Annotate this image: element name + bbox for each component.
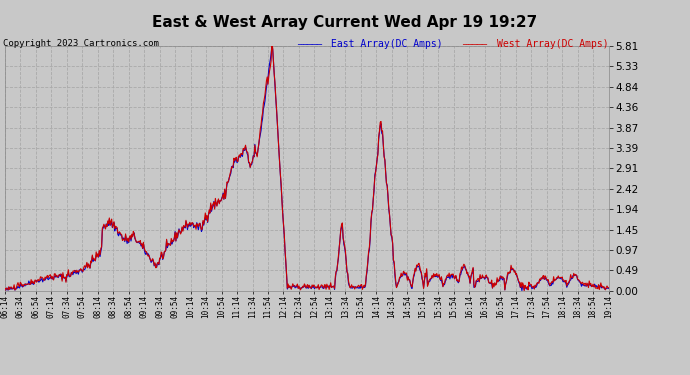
Text: East Array(DC Amps): East Array(DC Amps) <box>331 39 443 50</box>
Text: ─────: ───── <box>462 39 487 48</box>
Text: Copyright 2023 Cartronics.com: Copyright 2023 Cartronics.com <box>3 39 159 48</box>
Text: West Array(DC Amps): West Array(DC Amps) <box>497 39 609 50</box>
Text: East & West Array Current Wed Apr 19 19:27: East & West Array Current Wed Apr 19 19:… <box>152 15 538 30</box>
Text: ─────: ───── <box>297 39 322 48</box>
